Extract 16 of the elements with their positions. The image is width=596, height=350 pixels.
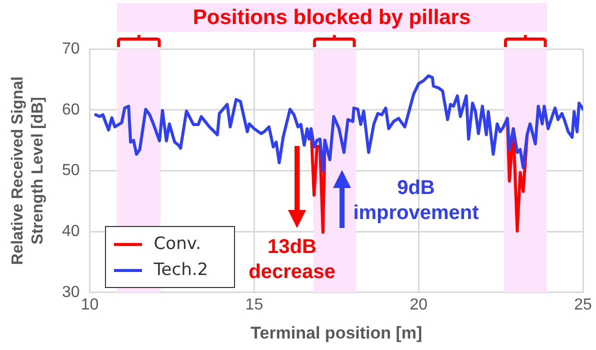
legend-label: Conv. — [154, 234, 201, 254]
y-tick-label: 50 — [62, 162, 80, 180]
annotation: 9dB improvement — [352, 176, 480, 226]
y-tick-label: 60 — [62, 101, 80, 118]
x-tick-label: 15 — [245, 296, 264, 314]
legend-label: Tech.2 — [154, 260, 208, 280]
y-tick-label: 30 — [62, 284, 80, 301]
y-tick-label: 40 — [62, 222, 80, 240]
y-tick-label: 70 — [62, 40, 80, 58]
text: Positions blocked by pillars — [116, 3, 547, 32]
x-tick-label: 25 — [574, 296, 592, 314]
x-tick-label: 20 — [410, 296, 428, 314]
y-axis-title: Relative Received Signal Strength Level [dB] — [9, 76, 46, 265]
x-axis-title: Terminal position [m] — [250, 323, 422, 342]
annotation: 13dB decrease — [248, 235, 336, 285]
x-tick-label: 10 — [80, 296, 99, 314]
